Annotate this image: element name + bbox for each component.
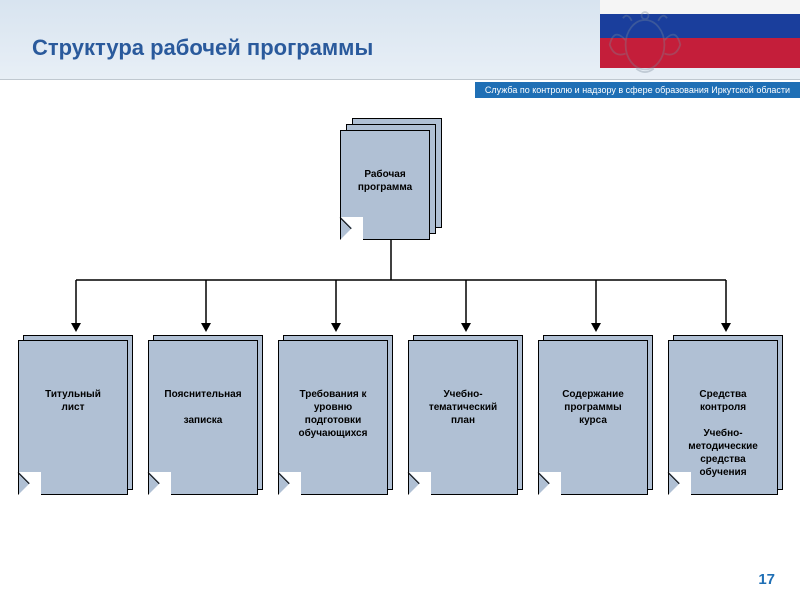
root-doc-label: Рабочаяпрограмма <box>340 168 430 194</box>
diagram-area: Рабочаяпрограмма Титульныйлист Пояснительн… <box>0 110 800 600</box>
child-doc-0: Титульныйлист <box>18 335 133 495</box>
child-doc-1: Пояснительнаязаписка <box>148 335 263 495</box>
emblem-icon <box>600 5 690 80</box>
child-doc-1-label: Пояснительнаязаписка <box>148 388 258 427</box>
root-doc: Рабочаяпрограмма <box>340 118 442 240</box>
page-number: 17 <box>758 571 775 588</box>
child-doc-2: Требования куровнюподготовкиобучающихся <box>278 335 393 495</box>
child-doc-4: Содержаниепрограммыкурса <box>538 335 653 495</box>
child-doc-5-label: СредстваконтроляУчебно-методическиесредс… <box>668 388 778 479</box>
child-doc-3-label: Учебно-тематическийплан <box>408 388 518 427</box>
child-doc-4-label: Содержаниепрограммыкурса <box>538 388 648 427</box>
slide-title: Структура рабочей программы <box>32 35 373 61</box>
subtitle-bar: Служба по контролю и надзору в сфере обр… <box>475 82 800 98</box>
child-doc-5: СредстваконтроляУчебно-методическиесредс… <box>668 335 783 495</box>
child-doc-0-label: Титульныйлист <box>18 388 128 414</box>
child-doc-2-label: Требования куровнюподготовкиобучающихся <box>278 388 388 440</box>
child-doc-3: Учебно-тематическийплан <box>408 335 523 495</box>
